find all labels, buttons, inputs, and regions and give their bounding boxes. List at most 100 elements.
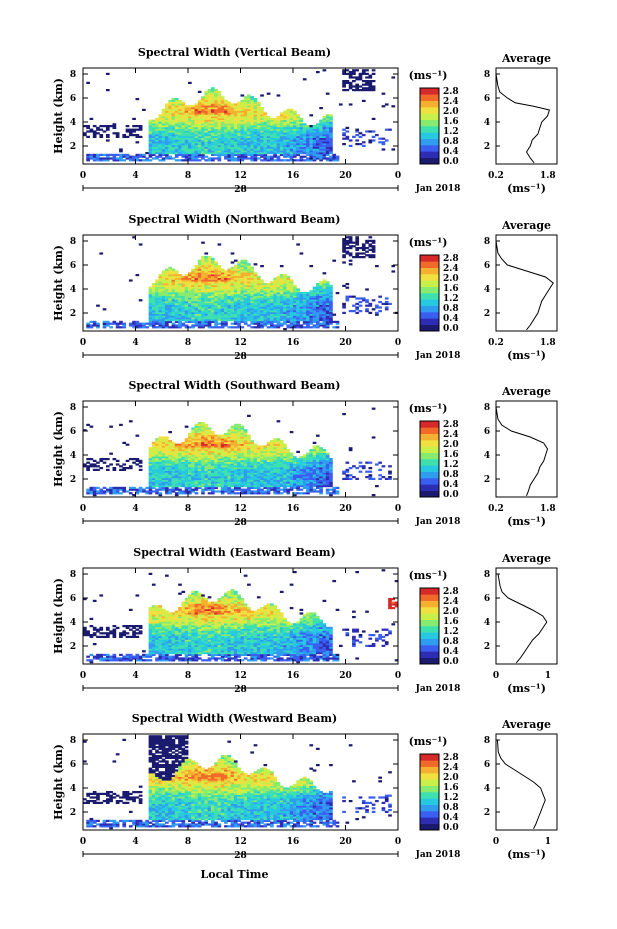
heatmap-cell xyxy=(283,299,287,302)
heatmap-cell xyxy=(358,74,363,77)
heatmap-cell xyxy=(188,301,192,304)
heatmap-cell xyxy=(132,488,136,491)
heatmap-cell xyxy=(240,310,245,313)
heatmap-cell xyxy=(253,315,258,318)
heatmap-cell xyxy=(243,143,248,146)
heatmap-cell xyxy=(194,155,199,158)
heatmap-cell xyxy=(207,443,212,446)
heatmap-cell xyxy=(220,139,225,142)
heatmap-cell xyxy=(325,146,330,149)
heatmap-cell xyxy=(194,479,199,482)
heatmap-cell xyxy=(102,326,107,329)
heatmap-cell xyxy=(250,299,255,302)
heatmap-cell xyxy=(247,319,251,322)
heatmap-cell xyxy=(302,150,307,153)
heatmap-cell xyxy=(263,119,268,122)
heatmap-cell xyxy=(293,141,297,144)
heatmap-cell xyxy=(342,238,346,241)
heatmap-cell xyxy=(247,284,251,287)
heatmap-cell xyxy=(214,135,218,138)
heatmap-cell xyxy=(266,134,271,137)
heatmap-cell xyxy=(168,459,172,462)
heatmap-cell xyxy=(178,476,182,479)
heatmap-cell xyxy=(250,132,255,135)
heatmap-cell xyxy=(165,103,169,106)
heatmap-cell xyxy=(358,132,363,135)
heatmap-cell xyxy=(289,302,294,305)
heatmap-cell xyxy=(227,139,232,142)
heatmap-cell xyxy=(197,461,202,464)
heatmap-cell xyxy=(204,295,209,298)
heatmap-cell xyxy=(224,295,228,298)
heatmap-cell xyxy=(204,268,209,271)
heatmap-cell xyxy=(161,110,166,113)
heatmap-cell xyxy=(194,445,199,448)
heatmap-cell xyxy=(86,326,90,329)
heatmap-cell xyxy=(214,92,218,95)
heatmap-cell xyxy=(348,74,353,77)
heatmap-cell xyxy=(128,157,133,160)
heatmap-cell xyxy=(329,128,333,131)
x-tick-label: 16 xyxy=(287,171,300,181)
heatmap-cell xyxy=(299,132,304,135)
heatmap-cell xyxy=(270,148,274,151)
heatmap-cell xyxy=(92,490,97,493)
heatmap-cell xyxy=(194,284,199,287)
heatmap-cell xyxy=(158,292,163,295)
heatmap-cell xyxy=(256,121,261,124)
heatmap-cell xyxy=(158,461,163,464)
heatmap-cell xyxy=(105,458,110,461)
heatmap-cell xyxy=(158,277,163,280)
heatmap-cell xyxy=(273,130,277,133)
heatmap-cell xyxy=(260,126,264,129)
heatmap-cell xyxy=(227,292,232,295)
heatmap-cell xyxy=(224,125,228,128)
heatmap-cell xyxy=(214,265,218,268)
heatmap-cell xyxy=(240,110,245,113)
heatmap-cell xyxy=(220,320,225,323)
heatmap-cell xyxy=(260,148,264,151)
heatmap-cell xyxy=(250,112,255,115)
heatmap-cell xyxy=(289,284,294,287)
heatmap-cell xyxy=(220,108,225,111)
heatmap-cell xyxy=(273,126,277,129)
heatmap-cell xyxy=(165,275,169,278)
heatmap-cell xyxy=(204,259,209,262)
heatmap-cell xyxy=(276,324,281,327)
heatmap-cell xyxy=(210,150,215,153)
heatmap-cell xyxy=(279,279,284,282)
heatmap-cell xyxy=(210,310,215,313)
heatmap-cell xyxy=(299,252,304,255)
heatmap-cell xyxy=(181,483,186,486)
heatmap-cell xyxy=(332,153,337,156)
colorbar-swatch xyxy=(420,94,439,101)
heatmap-cell xyxy=(375,313,379,316)
heatmap-cell xyxy=(148,313,153,316)
heatmap-cell xyxy=(345,89,350,92)
heatmap-cell xyxy=(168,474,172,477)
heatmap-cell xyxy=(207,449,212,452)
heatmap-cell xyxy=(148,490,153,493)
heatmap-cell xyxy=(155,286,159,289)
heatmap-cell xyxy=(178,306,182,309)
heatmap-cell xyxy=(174,288,179,291)
heatmap-cell xyxy=(273,284,277,287)
heatmap-cell xyxy=(191,112,195,115)
heatmap-cell xyxy=(204,467,209,470)
heatmap-cell xyxy=(263,126,268,129)
heatmap-cell xyxy=(243,288,248,291)
heatmap-cell xyxy=(243,144,248,147)
heatmap-cell xyxy=(181,119,186,122)
heatmap-cell xyxy=(217,281,222,284)
heatmap-cell xyxy=(286,290,291,293)
heatmap-cell xyxy=(293,119,297,122)
heatmap-cell xyxy=(148,317,153,320)
heatmap-cell xyxy=(197,301,202,304)
heatmap-cell xyxy=(220,125,225,128)
heatmap-cell xyxy=(325,123,330,126)
heatmap-cell xyxy=(148,128,153,131)
heatmap-cell xyxy=(266,159,271,162)
heatmap-cell xyxy=(253,320,258,323)
heatmap-cell xyxy=(197,434,202,437)
heatmap-cell xyxy=(286,152,291,155)
